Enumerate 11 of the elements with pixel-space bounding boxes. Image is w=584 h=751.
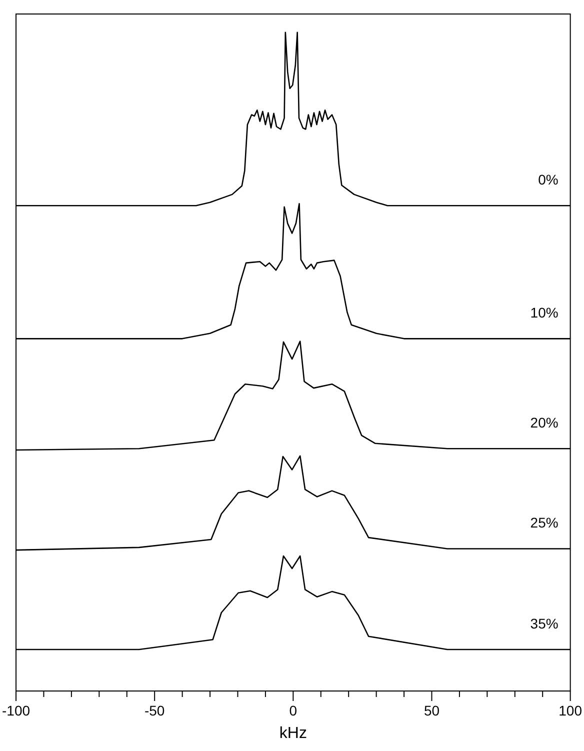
x-axis-title: kHz xyxy=(279,724,307,742)
x-tick-label: -50 xyxy=(144,702,165,718)
series-label: 0% xyxy=(538,172,558,188)
x-tick-label: 50 xyxy=(424,702,440,718)
series-label: 35% xyxy=(530,615,558,632)
x-tick-label: 0 xyxy=(289,702,298,718)
series-label: 10% xyxy=(530,304,558,321)
series-label: 20% xyxy=(530,414,558,431)
x-tick-label: -100 xyxy=(2,702,30,718)
x-tick-label: 100 xyxy=(558,702,582,718)
series-label: 25% xyxy=(530,514,558,531)
